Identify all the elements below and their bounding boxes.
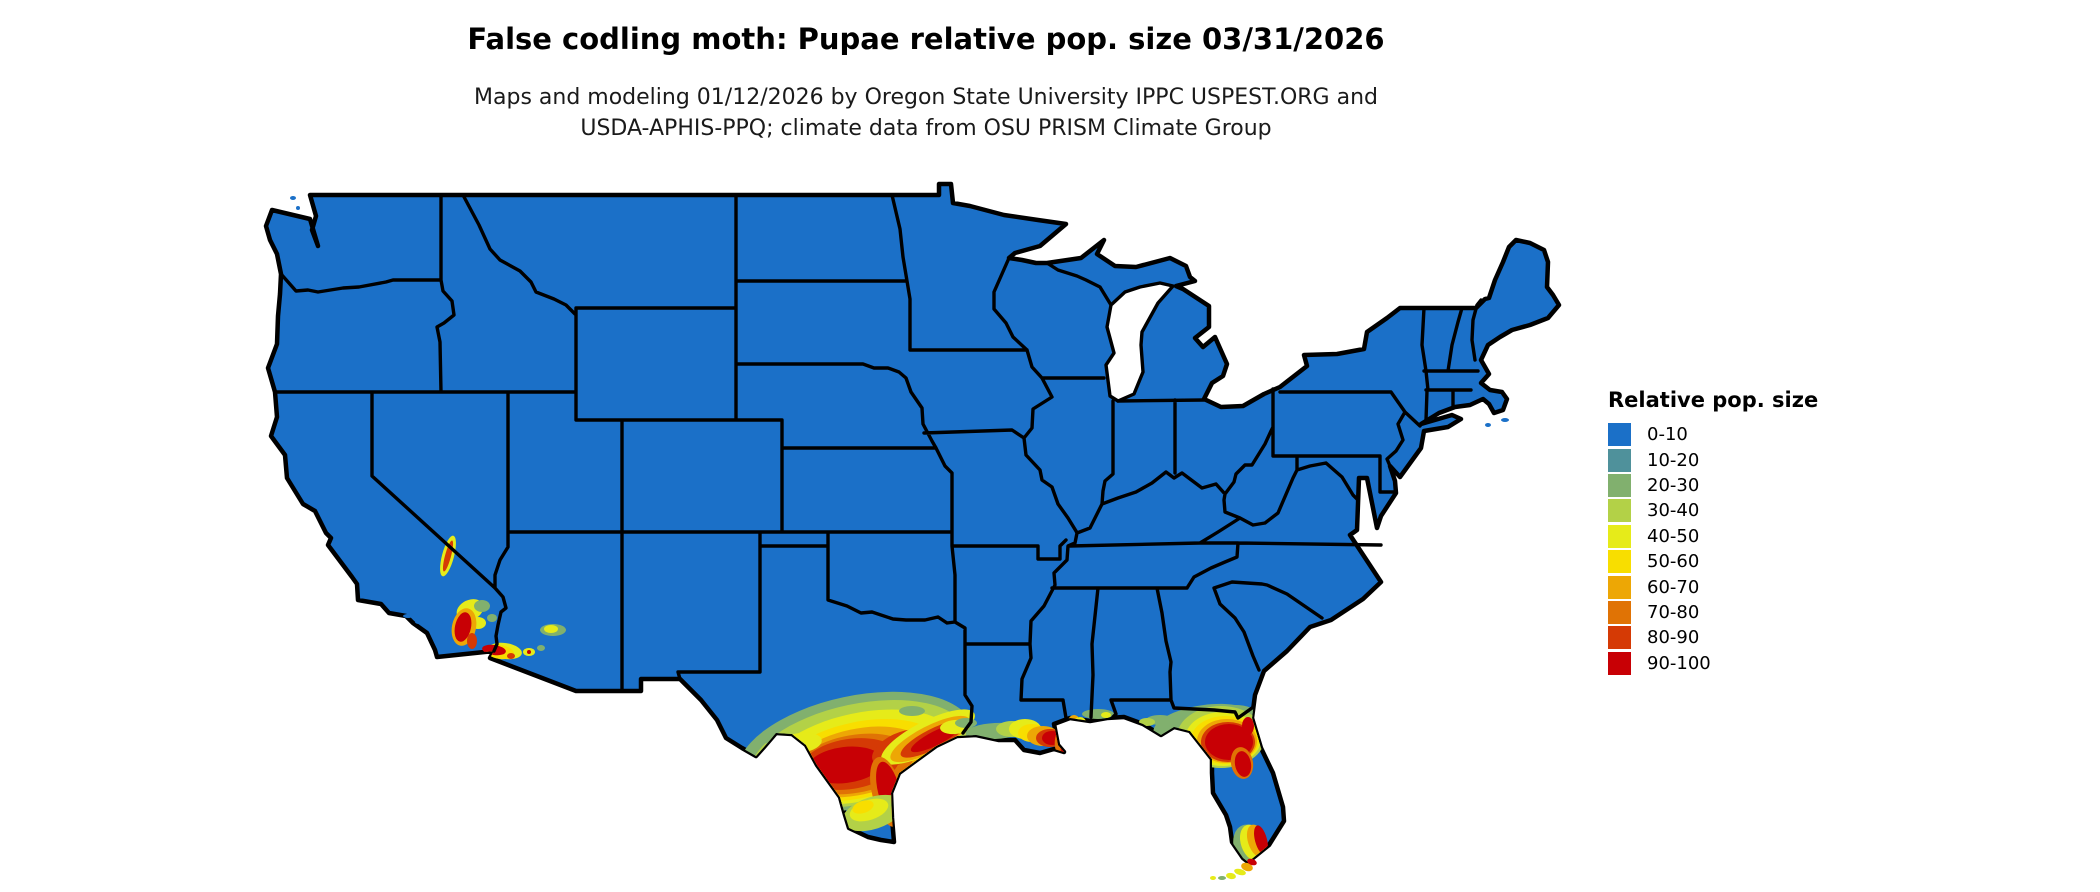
legend-item: 60-70 <box>1608 574 1818 599</box>
header: False codling moth: Pupae relative pop. … <box>0 0 1852 144</box>
legend-item: 90-100 <box>1608 651 1818 676</box>
legend-item-label: 50-60 <box>1647 551 1700 573</box>
legend-swatch <box>1608 600 1631 624</box>
legend-item: 10-20 <box>1608 447 1818 472</box>
legend-swatch <box>1608 651 1631 675</box>
lake-michigan <box>1104 281 1175 403</box>
legend-item-label: 0-10 <box>1647 424 1688 446</box>
legend-item: 80-90 <box>1608 625 1818 650</box>
legend-swatch <box>1608 448 1631 472</box>
legend-item-label: 40-50 <box>1647 525 1700 547</box>
legend-items: 0-10 10-20 20-30 30-40 40-50 50-60 60-70 70-80 8… <box>1608 422 1818 676</box>
florida-keys <box>1210 858 1257 880</box>
legend-item: 0-10 <box>1608 422 1818 447</box>
legend-item-label: 60-70 <box>1647 576 1700 598</box>
coastal-islands <box>290 196 1509 629</box>
legend-swatch <box>1608 423 1631 447</box>
legend-item-label: 80-90 <box>1647 627 1700 649</box>
legend-item: 50-60 <box>1608 549 1818 574</box>
legend-item-label: 10-20 <box>1647 449 1700 471</box>
state-borders <box>273 193 1483 735</box>
map-title: False codling moth: Pupae relative pop. … <box>467 22 1385 56</box>
legend-swatch <box>1608 626 1631 650</box>
legend-swatch <box>1608 473 1631 497</box>
legend-item: 20-30 <box>1608 473 1818 498</box>
legend-item-label: 90-100 <box>1647 652 1711 674</box>
legend-title: Relative pop. size <box>1608 388 1819 412</box>
map-subtitle-line1: Maps and modeling 01/12/2026 by Oregon S… <box>474 85 1378 110</box>
legend-item-label: 20-30 <box>1647 474 1700 496</box>
legend-swatch <box>1608 524 1631 548</box>
legend-item-label: 30-40 <box>1647 500 1700 522</box>
legend-swatch <box>1608 499 1631 523</box>
legend-item: 30-40 <box>1608 498 1818 523</box>
us-nation-shape <box>263 181 1562 865</box>
legend-item-label: 70-80 <box>1647 601 1700 623</box>
legend-swatch <box>1608 575 1631 599</box>
legend: Relative pop. size 0-10 10-20 20-30 30-40 40… <box>1608 388 1818 676</box>
map-subtitle: Maps and modeling 01/12/2026 by Oregon S… <box>0 82 1852 144</box>
legend-item: 70-80 <box>1608 600 1818 625</box>
legend-item: 40-50 <box>1608 524 1818 549</box>
legend-swatch <box>1608 550 1631 574</box>
map-subtitle-line2: USDA-APHIS-PPQ; climate data from OSU PR… <box>580 116 1272 141</box>
